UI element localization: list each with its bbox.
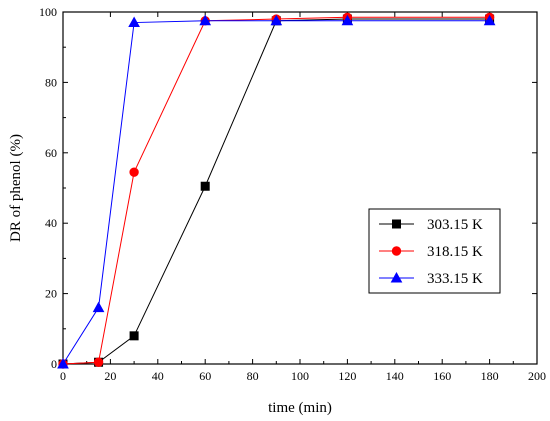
- data-point: [270, 14, 283, 26]
- data-point: [57, 357, 69, 369]
- x-tick-label: 20: [104, 369, 116, 383]
- y-tick-label: 100: [39, 5, 57, 19]
- x-tick-label: 140: [386, 369, 404, 383]
- legend-marker: [392, 219, 401, 229]
- legend: 303.15 K 318.15 K 333.15 K: [368, 208, 501, 294]
- y-tick-label: 0: [51, 357, 57, 371]
- legend-marker: [391, 246, 402, 256]
- x-tick-label: 60: [199, 369, 211, 383]
- x-tick-label: 200: [528, 369, 546, 383]
- legend-label: 333.15 K: [427, 271, 483, 287]
- data-point: [200, 181, 210, 191]
- y-tick-label: 80: [45, 75, 57, 89]
- series-line: [62, 16, 490, 365]
- x-tick-label: 120: [338, 369, 356, 383]
- y-tick-label: 40: [45, 216, 57, 230]
- x-tick-label: 160: [433, 369, 451, 383]
- legend-label: 318.15 K: [427, 244, 483, 260]
- y-tick-label: 20: [45, 287, 57, 301]
- series-0: [58, 14, 495, 369]
- y-axis-title: DR of phenol (%): [8, 134, 24, 242]
- x-tick-label: 80: [247, 369, 259, 383]
- data-point: [129, 167, 139, 177]
- legend-item: 303.15 K: [379, 217, 483, 233]
- x-tick-label: 40: [152, 369, 164, 383]
- data-point: [129, 331, 139, 341]
- data-point: [93, 357, 104, 367]
- series-line: [62, 18, 490, 365]
- plot-area-frame: [62, 11, 538, 365]
- x-axis-title: time (min): [268, 400, 332, 416]
- legend-label: 303.15 K: [427, 217, 483, 233]
- x-tick-label: 0: [60, 369, 66, 383]
- y-tick-label: 60: [45, 146, 57, 160]
- series-line: [62, 20, 490, 365]
- x-tick-label: 100: [291, 369, 309, 383]
- data-point: [199, 14, 212, 26]
- data-point: [341, 14, 354, 26]
- data-point: [92, 301, 105, 313]
- data-point: [483, 14, 496, 26]
- series-2: [57, 14, 496, 369]
- legend-item: 318.15 K: [379, 244, 483, 260]
- data-point: [128, 16, 140, 28]
- series-1: [58, 12, 495, 369]
- x-tick-label: 180: [481, 369, 499, 383]
- legend-marker: [390, 271, 403, 283]
- legend-item: 333.15 K: [379, 271, 483, 287]
